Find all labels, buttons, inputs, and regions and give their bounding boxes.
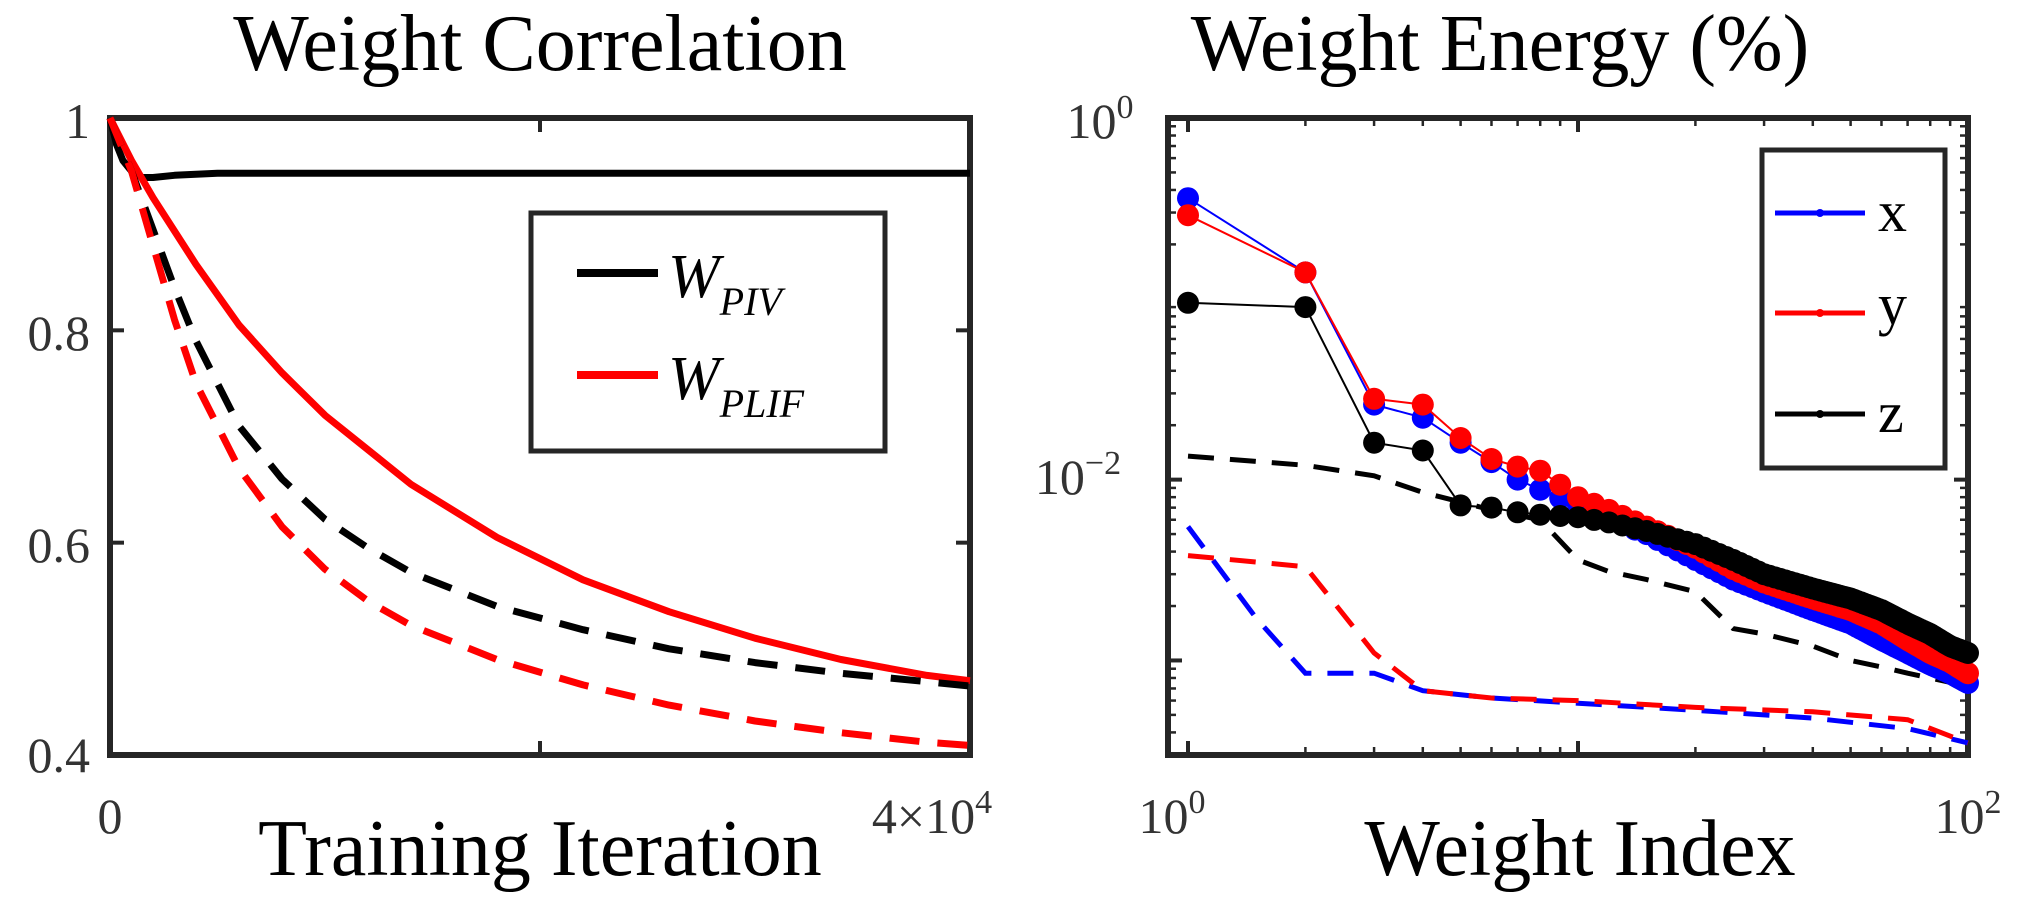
data-point-z [1529,503,1552,526]
y-tick-label: 10−2 [1035,445,1121,505]
data-point-z [1449,494,1472,517]
y-tick-base: 10 [1035,449,1085,505]
tick-marks [1168,116,1970,757]
series-group [1177,187,1979,746]
y-tick-exponent: 0 [1117,89,1134,126]
series-line-4 [1187,553,1969,746]
legend-label-x: x [1878,179,1907,244]
x-tick-label-exponent: 4 [975,784,992,821]
legend-marker-x [1816,209,1824,217]
data-point-z [1675,530,1698,553]
x-tick-base: 10 [1935,788,1985,844]
data-point-z [1480,496,1503,519]
chart-weight-energy: Weight Energy (%) 100 10−2 100 102 Weigh… [1035,0,2002,893]
data-point-x [1529,478,1552,501]
legend-box [1759,147,1948,471]
legend-label-piv-main: W [668,243,725,311]
data-point-y [1583,492,1606,515]
legend-marker-z [1816,410,1824,418]
x-tick-label: 0 [98,788,123,844]
data-point-y [1294,261,1317,284]
x-tick-exponent: 0 [1189,784,1206,821]
data-point-z [1411,439,1434,462]
legend-label-z: z [1878,380,1904,445]
chart-weight-correlation: Weight Correlation 1 0.8 0.6 0.4 0 4×104… [28,0,993,893]
series-line-0 [106,117,970,181]
series-line-1 [106,116,971,685]
data-point-y [1177,204,1199,227]
legend: x y z [1759,147,1948,471]
data-point-y [1506,455,1529,478]
data-point-y [1549,473,1572,496]
legend-label-plif-sub: PLIF [719,381,805,426]
legend-box [528,210,888,454]
legend-label-piv: WPIV [668,243,786,324]
data-point-z [1506,501,1529,524]
legend-label-y: y [1878,272,1907,337]
data-point-z [1624,517,1646,540]
data-point-x [1177,187,1199,210]
data-point-z [1294,296,1317,319]
series-line-3 [1185,525,1969,746]
y-tick-label: 0.6 [28,517,91,573]
series-line-5 [1187,453,1969,689]
x-tick-label: 4×104 [872,784,992,844]
data-point-z [1363,431,1386,454]
legend-label-plif: WPLIF [668,345,805,426]
x-tick-label: 100 [1139,784,1206,844]
y-tick-exponent: −2 [1085,445,1121,482]
data-point-z [1177,291,1199,314]
x-axis-label: Weight Index [1364,805,1795,893]
chart-title: Weight Correlation [233,0,846,88]
legend-marker-y [1816,309,1824,317]
series-line-2 [106,116,971,690]
x-tick-exponent: 2 [1985,784,2002,821]
data-point-y [1363,387,1386,410]
x-tick-label: 102 [1935,784,2002,844]
data-point-y [1411,393,1434,416]
y-tick-label: 100 [1067,89,1134,149]
data-point-z [1549,505,1572,527]
data-point-y [1529,459,1552,482]
data-point-y [1955,661,1978,684]
y-tick-label: 1 [65,93,90,149]
data-point-y [1480,448,1503,470]
y-tick-label: 0.4 [28,727,91,783]
data-point-y [1449,427,1472,449]
y-tick-base: 10 [1067,93,1117,149]
x-tick-label-base: 4×10 [872,788,975,844]
data-point-z [1955,641,1978,664]
chart-title: Weight Energy (%) [1191,0,1810,88]
legend-label-piv-sub: PIV [719,279,787,324]
x-tick-base: 10 [1139,788,1189,844]
data-point-z [1583,508,1606,531]
legend-label-plif-main: W [668,345,725,413]
series-group [106,116,971,749]
y-tick-label: 0.8 [28,305,91,361]
x-axis-label: Training Iteration [258,805,822,893]
legend: WPIV WPLIF [528,210,888,454]
